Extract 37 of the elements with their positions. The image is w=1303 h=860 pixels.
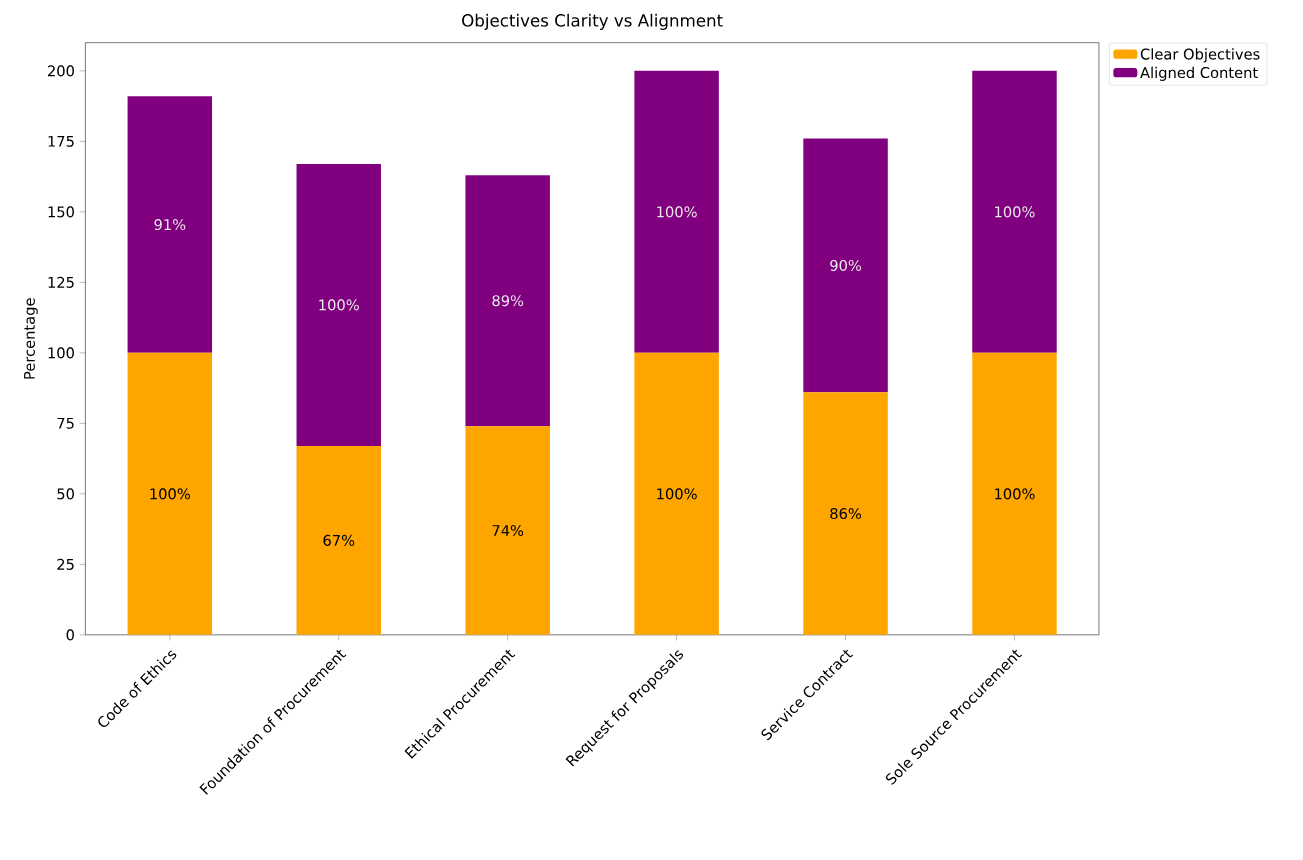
data-label: 86%	[830, 507, 862, 520]
y-tick-label: 125	[48, 276, 74, 288]
data-label: 90%	[830, 259, 862, 271]
chart-title: Objectives Clarity vs Alignment	[462, 13, 723, 30]
data-label: 100%	[657, 488, 697, 500]
bar	[972, 352, 1057, 635]
y-tick-label: 25	[57, 558, 74, 570]
bar	[972, 70, 1057, 353]
data-label: 67%	[323, 534, 355, 546]
bar	[127, 352, 213, 635]
y-tick-label: 0	[66, 629, 74, 641]
y-tick-label: 100	[48, 347, 74, 359]
y-tick-label: 175	[48, 135, 74, 147]
y-axis-title: Percentage	[24, 298, 38, 379]
data-label: 89%	[492, 295, 524, 307]
y-tick-label: 50	[57, 488, 74, 500]
data-label: 91%	[154, 218, 186, 230]
bar	[634, 70, 719, 353]
y-tick-label: 75	[57, 417, 74, 429]
legend-label: Aligned Content	[1140, 66, 1258, 81]
y-tick-label: 150	[48, 206, 74, 218]
bar	[465, 426, 550, 635]
data-label: 100%	[995, 206, 1035, 218]
data-label: 100%	[150, 488, 190, 500]
data-label: 100%	[995, 488, 1035, 500]
bar	[803, 138, 888, 393]
data-label: 100%	[657, 206, 697, 218]
bar	[296, 163, 381, 446]
y-tick-label: 200	[48, 65, 74, 77]
bar	[634, 352, 719, 635]
legend-label: Clear Objectives	[1140, 48, 1260, 63]
bar	[465, 175, 550, 427]
data-label: 74%	[492, 524, 524, 536]
bar	[296, 445, 381, 635]
bar	[127, 96, 213, 353]
bar	[803, 392, 888, 635]
data-label: 100%	[319, 299, 359, 311]
